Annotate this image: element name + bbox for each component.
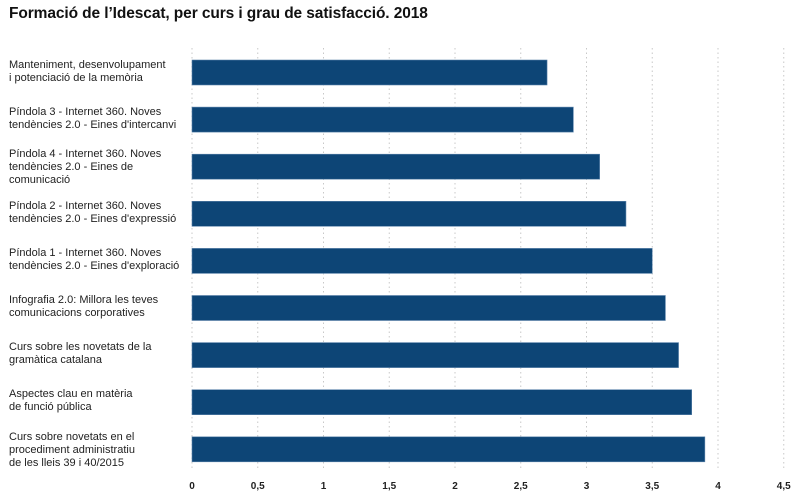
x-tick-label: 0,5 <box>251 481 265 492</box>
category-label: Píndola 4 - Internet 360. Noves tendèncie… <box>9 148 189 187</box>
bar <box>191 106 574 133</box>
x-tick-label: 4 <box>715 481 721 492</box>
category-label: Píndola 3 - Internet 360. Noves tendèncie… <box>9 106 189 132</box>
category-label-line: tendències 2.0 - Eines d'intercanvi <box>9 118 177 131</box>
category-label-line: Píndola 2 - Internet 360. Noves <box>9 199 162 212</box>
bar <box>191 153 600 180</box>
category-label-line: tendències 2.0 - Eines de <box>9 161 134 174</box>
category-label-line: procediment administratiu <box>9 443 135 456</box>
x-tick-label: 2 <box>452 481 458 492</box>
category-label-line: tendències 2.0 - Eines d'exploració <box>9 259 180 272</box>
category-label-line: Curs sobre novetats en el <box>9 430 135 443</box>
category-label-line: i potenciació de la memòria <box>9 71 143 84</box>
x-tick-label: 3 <box>584 481 590 492</box>
chart-title: Formació de l’Idescat, per curs i grau d… <box>9 5 428 22</box>
category-label-line: Curs sobre les novetats de la <box>9 341 152 354</box>
category-label-line: de les lleis 39 i 40/2015 <box>9 456 124 469</box>
category-label-line: Píndola 1 - Internet 360. Noves <box>9 246 162 259</box>
x-tick-label: 0 <box>189 481 195 492</box>
bar <box>191 201 627 227</box>
category-label: Curs sobre les novetats de la gramàtica c… <box>9 341 189 367</box>
x-tick-label: 3,5 <box>645 481 659 492</box>
category-label-line: tendències 2.0 - Eines d'expressió <box>9 212 177 225</box>
bar <box>191 342 679 368</box>
x-tick-label: 2,5 <box>514 481 528 492</box>
bar <box>191 436 706 463</box>
category-label: Píndola 2 - Internet 360. Noves tendèncie… <box>9 200 189 226</box>
bar <box>191 248 653 274</box>
category-label: Manteniment, desenvolupament i potenciaci… <box>9 59 189 85</box>
category-label-line: Aspectes clau en matèria <box>9 388 133 401</box>
category-label: Infografia 2.0: Millora les teves comunic… <box>9 294 189 320</box>
category-label-line: de funció pública <box>9 401 92 414</box>
category-label-line: Píndola 3 - Internet 360. Noves <box>9 105 162 118</box>
category-label: Píndola 1 - Internet 360. Noves tendèncie… <box>9 247 189 273</box>
bar <box>191 389 693 416</box>
x-tick-label: 1 <box>321 481 327 492</box>
category-label-line: Infografia 2.0: Millora les teves <box>9 294 159 306</box>
bar <box>191 59 548 86</box>
category-label-line: Manteniment, desenvolupament <box>9 58 166 71</box>
category-label: Curs sobre novetats en el procediment adm… <box>9 431 189 470</box>
bar <box>191 295 666 321</box>
x-tick-label: 4,5 <box>777 481 791 492</box>
category-label-line: comunicacions corporatives <box>9 307 145 319</box>
category-label: Aspectes clau en matèria de funció públic… <box>9 388 189 414</box>
category-label-line: Píndola 4 - Internet 360. Noves <box>9 148 162 161</box>
category-label-line: comunicació <box>9 174 71 187</box>
category-label-line: gramàtica catalana <box>9 354 102 367</box>
x-tick-label: 1,5 <box>382 481 396 492</box>
